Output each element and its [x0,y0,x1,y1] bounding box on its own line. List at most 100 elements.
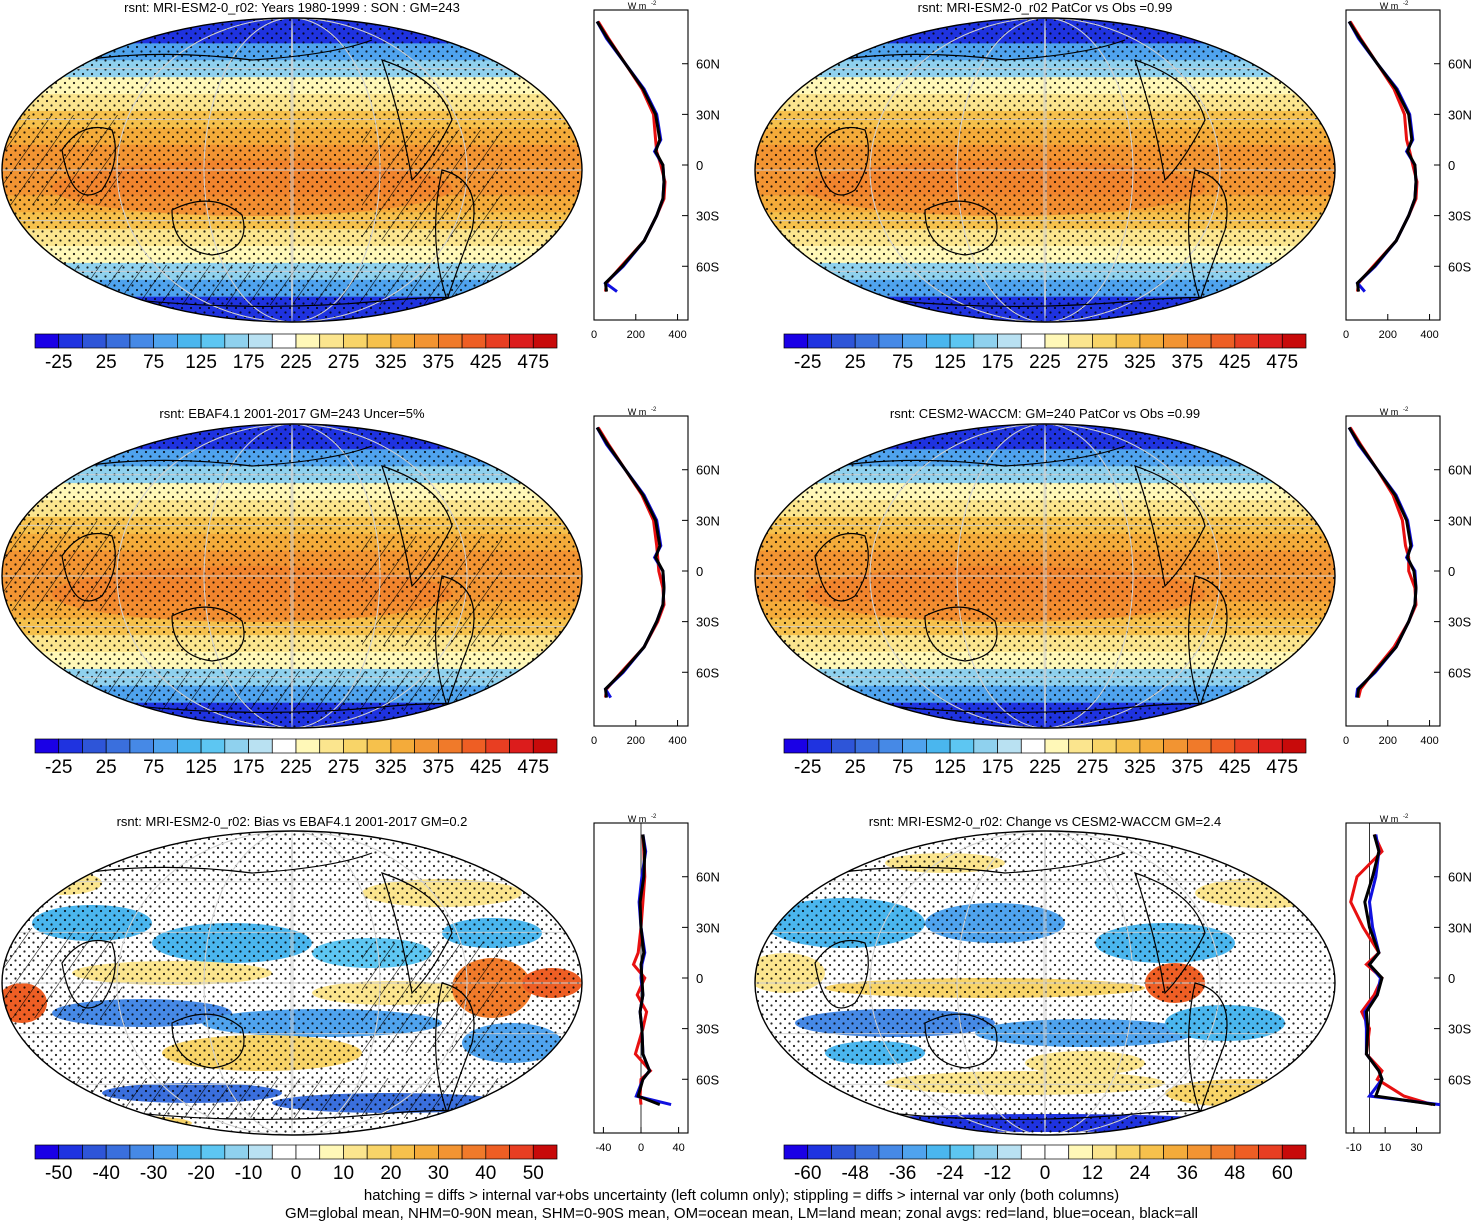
colorbar-swatch [1234,333,1259,349]
lat-tick-label: 30S [1448,1022,1471,1037]
lat-tick-label: 30S [1448,209,1471,224]
colorbar-label: 0 [291,1163,302,1184]
coastline [171,606,245,662]
colorbar-label: -25 [45,352,72,373]
colorbar-label: 375 [423,352,455,373]
colorbar-label: -40 [92,1163,119,1184]
colorbar-swatch [902,1144,927,1160]
profile-frame [1345,415,1441,727]
colorbar-swatch [224,1144,249,1160]
colorbar-swatch [1234,738,1259,754]
colorbar-swatch [1020,738,1046,754]
x-tick-label: 200 [627,735,645,747]
colorbar-swatch [390,1144,415,1160]
coastline [61,532,116,602]
profile-units: W m [628,814,647,824]
colorbar-swatch [902,738,927,754]
all-profile-line [1363,834,1436,1107]
map-top-left: rsnt: MRI-ESM2-0_r02: Years 1980-1999 : … [1,0,720,373]
colorbar-swatch [1068,333,1093,349]
colorbar-swatch [1020,333,1046,349]
colorbar-swatch [949,333,975,349]
longitude-gridline [290,831,294,1135]
colorbar-swatch [105,738,131,754]
coastline [1134,465,1206,588]
x-tick-label: 200 [1379,329,1397,341]
colorbar-swatch [1163,333,1188,349]
all-profile-line [1347,20,1418,292]
panel-title: rsnt: MRI-ESM2-0_r02: Change vs CESM2-WA… [869,814,1221,829]
colorbar-label: 375 [423,757,455,778]
colorbar-swatch [831,1144,856,1160]
colorbar-label: 425 [470,757,502,778]
colorbar-swatch [1044,333,1070,349]
profile-units-exponent: -2 [1403,814,1409,820]
all-profile-line [595,426,666,698]
colorbar-swatch [854,333,880,349]
colorbar-swatch [878,333,903,349]
coastline [924,1013,998,1069]
lat-tick-label: 0 [696,971,703,986]
map-field [2,424,582,728]
longitude-gridline [869,18,1221,322]
longitude-gridline [1043,424,1047,728]
colorbar-label: 30 [428,1163,449,1184]
colorbar-label: 25 [96,757,117,778]
x-tick-label: 400 [668,735,686,747]
colorbar-label: -25 [45,757,72,778]
colorbar-swatch [1281,333,1307,349]
colorbar-swatch [461,1144,487,1160]
longitude-gridline [1043,18,1047,322]
colorbar-label: 75 [143,757,164,778]
colorbar-label: 40 [475,1163,496,1184]
colorbar-swatch [532,1144,558,1160]
coastline [434,169,475,302]
x-tick-label: 0 [638,1142,644,1154]
colorbar-swatch [949,1144,975,1160]
colorbar-swatch [1092,1144,1117,1160]
colorbar-swatch [1068,1144,1093,1160]
coastline [1187,575,1228,708]
footer-line-2: GM=global mean, NHM=0-90N mean, SHM=0-90… [284,1205,1198,1222]
colorbar-label: 36 [1177,1163,1198,1184]
panel-title: rsnt: EBAF4.1 2001-2017 GM=243 Uncer=5% [159,406,425,421]
colorbar-label: -36 [889,1163,916,1184]
colorbar-swatch [783,1144,809,1160]
colorbar-swatch [509,333,534,349]
coastline [381,872,453,995]
hatching-overlay [362,130,502,240]
colorbar-label: 0 [1040,1163,1051,1184]
colorbar-label: 475 [1266,352,1298,373]
colorbar-swatch [926,333,951,349]
profile-units-exponent: -2 [651,1,657,7]
colorbar-swatch [1258,1144,1283,1160]
colorbar-swatch [177,738,202,754]
colorbar-swatch [1281,738,1307,754]
colorbar-label: -25 [794,757,821,778]
lat-tick-label: 30S [1448,615,1471,630]
colorbar: -25 25 75 125 175 225 275 325 375 425 475 [34,738,558,778]
colorbar-swatch [997,738,1022,754]
colorbar-swatch [1187,1144,1212,1160]
colorbar-swatch [177,1144,202,1160]
colorbar-swatch [831,333,856,349]
lat-tick-label: 0 [1448,971,1455,986]
colorbar-label: 175 [233,757,265,778]
colorbar-swatch [1163,1144,1188,1160]
coastline [61,939,116,1009]
colorbar-swatch [438,738,463,754]
colorbar-swatch [1115,1144,1141,1160]
lat-tick-label: 60N [696,870,720,885]
colorbar-swatch [129,738,154,754]
x-tick-label: 200 [627,329,645,341]
colorbar-swatch [129,333,154,349]
colorbar-swatch [1139,1144,1164,1160]
colorbar-swatch [414,738,439,754]
colorbar-swatch [926,738,951,754]
colorbar-label: 75 [892,352,913,373]
map-middle-right: rsnt: CESM2-WACCM: GM=240 PatCor vs Obs … [754,406,1472,778]
coastline [814,532,869,602]
colorbar-label: 20 [380,1163,401,1184]
